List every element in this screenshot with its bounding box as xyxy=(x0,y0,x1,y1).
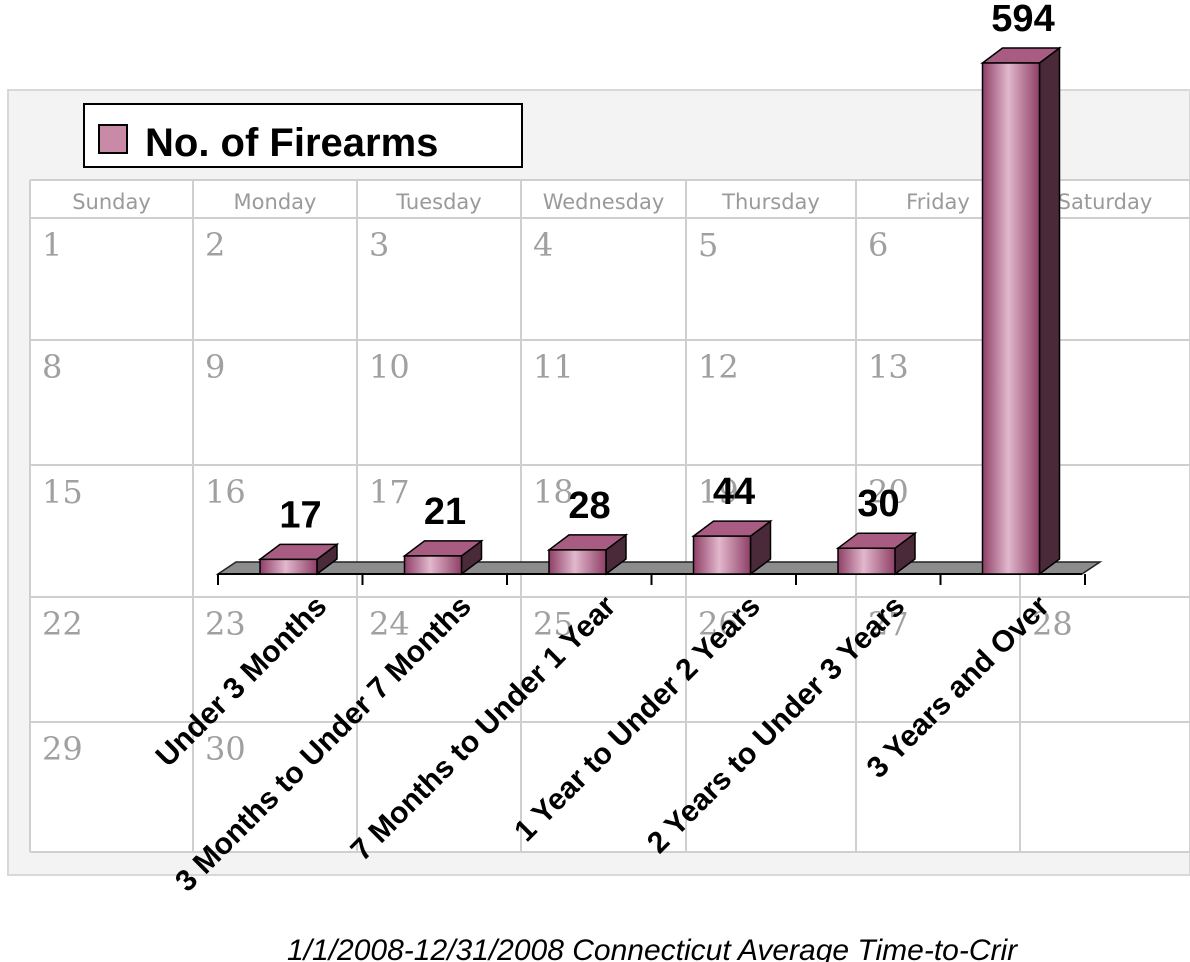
calendar-date-number: 16 xyxy=(205,473,246,511)
calendar-date-number: 11 xyxy=(533,348,574,386)
calendar-date-number: 23 xyxy=(205,605,246,643)
calendar-day-headers: Sunday Monday Tuesday Wednesday Thursday Frid… xyxy=(72,190,1152,214)
legend-swatch-icon xyxy=(98,124,128,154)
calendar-day-header: Monday xyxy=(234,190,317,214)
calendar-date-number: 5 xyxy=(698,226,718,264)
legend-label: No. of Firearms xyxy=(145,121,438,165)
calendar-date-number: 30 xyxy=(205,730,246,768)
calendar-date-number: 2 xyxy=(205,226,225,264)
bar-2 xyxy=(546,533,629,576)
bar-4 xyxy=(835,531,918,576)
bar-front xyxy=(548,549,607,575)
calendar-date-number: 17 xyxy=(369,473,410,511)
floor-top xyxy=(215,561,1103,575)
bar-front xyxy=(837,547,896,575)
calendar-date-number: 8 xyxy=(42,348,62,386)
calendar-day-header: Saturday xyxy=(1058,190,1153,214)
data-label: 30 xyxy=(857,483,899,525)
bar-front xyxy=(981,62,1041,575)
data-label: 21 xyxy=(424,491,466,533)
data-label: 17 xyxy=(279,494,321,536)
calendar-date-number: 9 xyxy=(205,348,225,386)
bar-1 xyxy=(402,539,484,576)
bar-front xyxy=(259,558,318,575)
calendar-date-numbers: 1234568910111213415161718192012223242526… xyxy=(42,226,1073,768)
calendar-day-header: Friday xyxy=(906,190,970,214)
calendar-date-number: 4 xyxy=(533,226,553,264)
calendar-day-header: Wednesday xyxy=(543,190,665,214)
calendar-date-number: 15 xyxy=(42,473,83,511)
bar-3 xyxy=(691,519,773,576)
calendar-date-number: 19 xyxy=(698,473,739,511)
bar-side xyxy=(1038,46,1061,576)
calendar-date-number: 22 xyxy=(42,605,83,643)
calendar-date-number: 26 xyxy=(698,605,739,643)
bar-0 xyxy=(257,542,340,576)
calendar-date-number: 3 xyxy=(369,226,389,264)
calendar-date-number: 18 xyxy=(533,473,574,511)
calendar-date-number: 28 xyxy=(1032,605,1073,643)
data-label: 28 xyxy=(568,485,610,527)
calendar-date-number: 10 xyxy=(369,348,410,386)
calendar-day-header: Thursday xyxy=(721,190,820,214)
calendar-date-number: 24 xyxy=(369,605,410,643)
calendar-date-number: 13 xyxy=(868,348,909,386)
chart-caption: 1/1/2008-12/31/2008 Connecticut Average … xyxy=(287,934,1018,962)
calendar-date-number: 29 xyxy=(42,730,83,768)
calendar-date-number: 1 xyxy=(42,226,62,264)
calendar-date-number: 6 xyxy=(868,226,888,264)
data-label: 44 xyxy=(713,471,755,513)
bar-front xyxy=(403,555,463,575)
data-label: 594 xyxy=(991,0,1054,40)
bar-series xyxy=(257,46,1062,576)
bar-5 xyxy=(980,46,1062,576)
calendar-date-number: 12 xyxy=(698,348,739,386)
legend: No. of Firearms xyxy=(83,103,523,168)
legend-box xyxy=(83,103,523,168)
calendar-day-header: Tuesday xyxy=(395,190,481,214)
bar-front xyxy=(692,535,752,575)
calendar-day-header: Sunday xyxy=(72,190,151,214)
calendar-date-number: 27 xyxy=(868,605,909,643)
calendar-date-number: 20 xyxy=(868,473,909,511)
data-labels: 17 21 28 44 30 594 xyxy=(279,0,1054,536)
calendar-date-number: 25 xyxy=(533,605,574,643)
